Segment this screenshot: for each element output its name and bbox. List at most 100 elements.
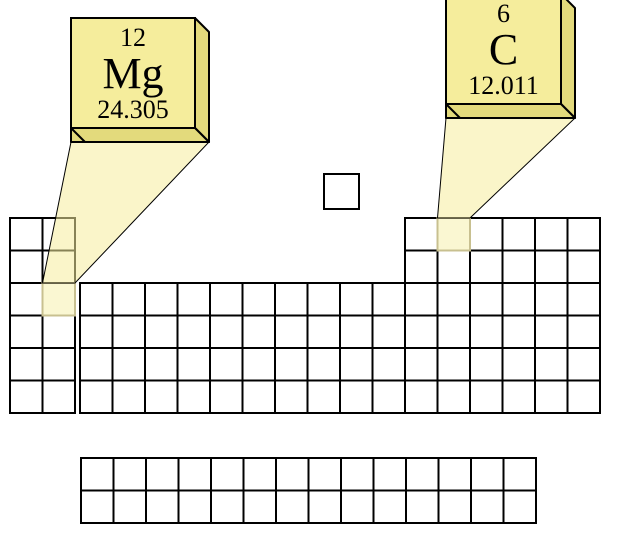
cell <box>10 348 43 381</box>
cell <box>113 316 146 349</box>
periodic-table-diagram: 12Mg24.305 6C12.011 <box>0 0 623 540</box>
cell <box>470 381 503 414</box>
cell <box>340 316 373 349</box>
cell <box>471 458 504 491</box>
cell <box>535 348 568 381</box>
cell <box>210 283 243 316</box>
cell <box>243 316 276 349</box>
cell <box>178 283 211 316</box>
cell <box>470 348 503 381</box>
cell <box>275 316 308 349</box>
cell <box>10 381 43 414</box>
cell <box>439 458 472 491</box>
cell <box>210 381 243 414</box>
cell <box>210 316 243 349</box>
cell <box>244 458 277 491</box>
cell <box>406 491 439 524</box>
cell <box>438 283 471 316</box>
cell <box>244 491 277 524</box>
cell <box>471 491 504 524</box>
cell <box>243 348 276 381</box>
callout-target-mg <box>43 283 76 316</box>
cell <box>535 283 568 316</box>
callout-c: 6C12.011 <box>438 0 576 251</box>
cell <box>276 491 309 524</box>
cell <box>211 458 244 491</box>
cell <box>114 491 147 524</box>
cell <box>438 381 471 414</box>
cell <box>243 381 276 414</box>
cell <box>373 348 406 381</box>
cell <box>309 491 342 524</box>
cell <box>113 381 146 414</box>
cell <box>309 458 342 491</box>
callout-side-right <box>561 0 575 118</box>
cell <box>568 381 601 414</box>
cell <box>210 348 243 381</box>
cell <box>568 283 601 316</box>
cell <box>276 458 309 491</box>
cell <box>10 283 43 316</box>
cell <box>470 218 503 251</box>
cell <box>275 283 308 316</box>
callout-cone-mg <box>43 142 210 283</box>
cell <box>80 283 113 316</box>
cell <box>406 458 439 491</box>
cell <box>178 381 211 414</box>
cell <box>178 316 211 349</box>
callout-side-bottom <box>446 104 575 118</box>
cell <box>275 348 308 381</box>
cell <box>10 218 43 251</box>
cell <box>80 381 113 414</box>
cell <box>146 458 179 491</box>
cell <box>373 381 406 414</box>
cell <box>340 348 373 381</box>
cell <box>10 316 43 349</box>
callout-cone-c <box>438 118 576 218</box>
cell <box>405 316 438 349</box>
cell <box>470 251 503 284</box>
cell <box>405 381 438 414</box>
cell <box>374 491 407 524</box>
element-symbol: Mg <box>102 49 163 98</box>
cell <box>179 458 212 491</box>
cell <box>275 381 308 414</box>
atomic-number: 6 <box>497 0 510 28</box>
cell <box>503 218 536 251</box>
cell <box>373 283 406 316</box>
cell <box>568 251 601 284</box>
cell <box>340 283 373 316</box>
cell <box>308 348 341 381</box>
cell <box>146 491 179 524</box>
cell <box>439 491 472 524</box>
atomic-number: 12 <box>120 23 146 52</box>
cell <box>178 348 211 381</box>
cell <box>405 283 438 316</box>
cell <box>374 458 407 491</box>
cell <box>503 316 536 349</box>
cell <box>535 381 568 414</box>
cell <box>504 458 537 491</box>
cell <box>535 251 568 284</box>
cell <box>340 381 373 414</box>
element-symbol: C <box>489 25 518 74</box>
cell <box>243 283 276 316</box>
cell <box>43 316 76 349</box>
callout-mg: 12Mg24.305 <box>43 18 210 316</box>
detached-cell <box>324 174 359 209</box>
cell <box>211 491 244 524</box>
cell <box>535 316 568 349</box>
atomic-mass: 12.011 <box>468 71 539 100</box>
cell <box>405 218 438 251</box>
cell <box>341 458 374 491</box>
cell <box>405 251 438 284</box>
cell <box>308 316 341 349</box>
cell <box>535 218 568 251</box>
cell <box>145 316 178 349</box>
cell <box>438 316 471 349</box>
cell <box>80 316 113 349</box>
cell <box>179 491 212 524</box>
cell <box>405 348 438 381</box>
cell <box>145 381 178 414</box>
cell <box>81 491 114 524</box>
